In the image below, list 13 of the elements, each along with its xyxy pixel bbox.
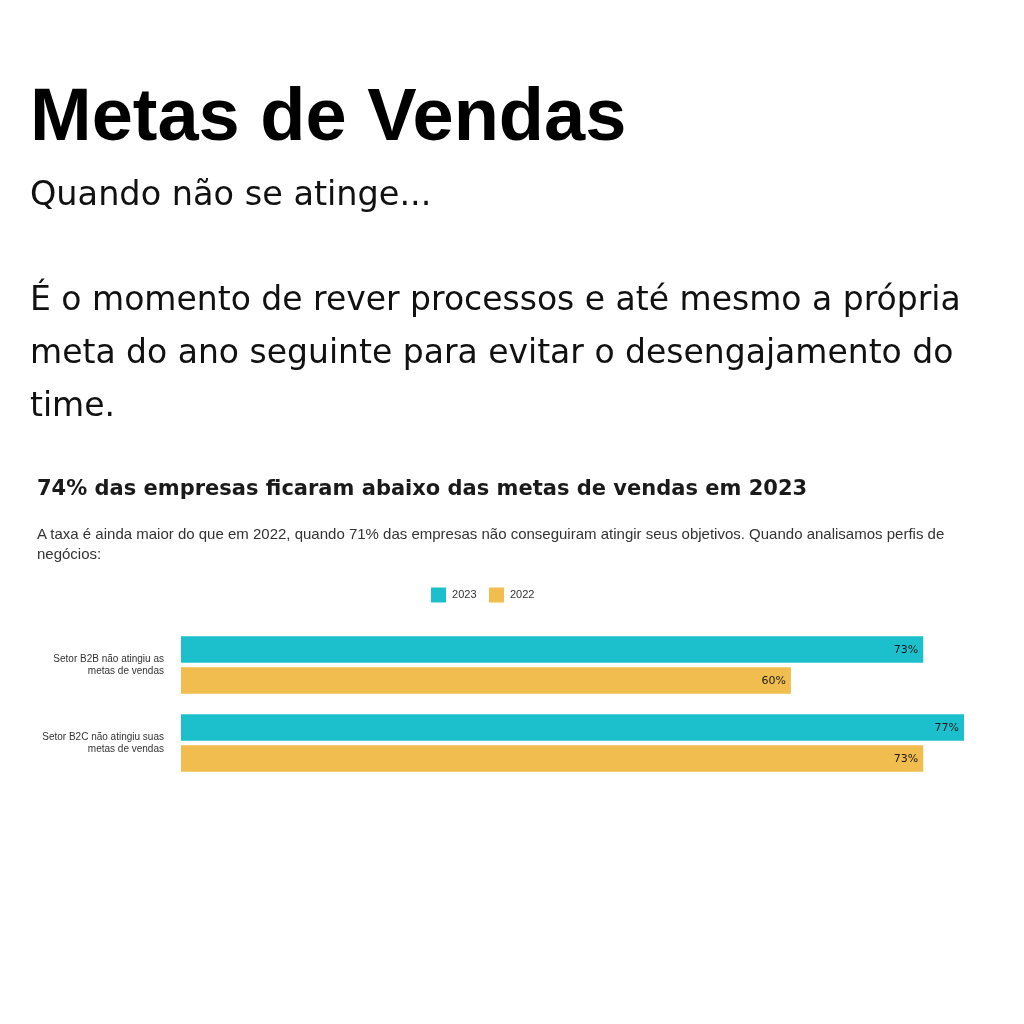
data-label: 73% [893, 751, 919, 765]
data-label: 73% [893, 642, 919, 656]
legend-label: 2023 [452, 588, 477, 601]
text: 74% das empresas ficaram abaixo das metas de vendas em 2023 [37, 475, 809, 502]
y-tick-label: Setor B2B não atingiu as metas de vendas [53, 652, 164, 676]
text: É o momento de rever processos e até mesmo a própria meta do ano seguinte para evitar o desengajamento do time. [30, 277, 962, 426]
legend-label: 2022 [510, 588, 535, 601]
chart-title: Metas de Vendas [30, 72, 627, 158]
data-label: 60% [761, 673, 786, 687]
data-label: 77% [934, 720, 959, 734]
y-tick-label: Setor B2C não atingiu suas metas de vendas [42, 730, 164, 754]
chart-subtitle: Quando não se atinge... [30, 173, 432, 215]
text: A taxa é ainda maior do que em 2022, quando 71% das empresas não conseguiram atingir seus objetivos. Quando analisamos perfis de negócios: [37, 524, 946, 564]
